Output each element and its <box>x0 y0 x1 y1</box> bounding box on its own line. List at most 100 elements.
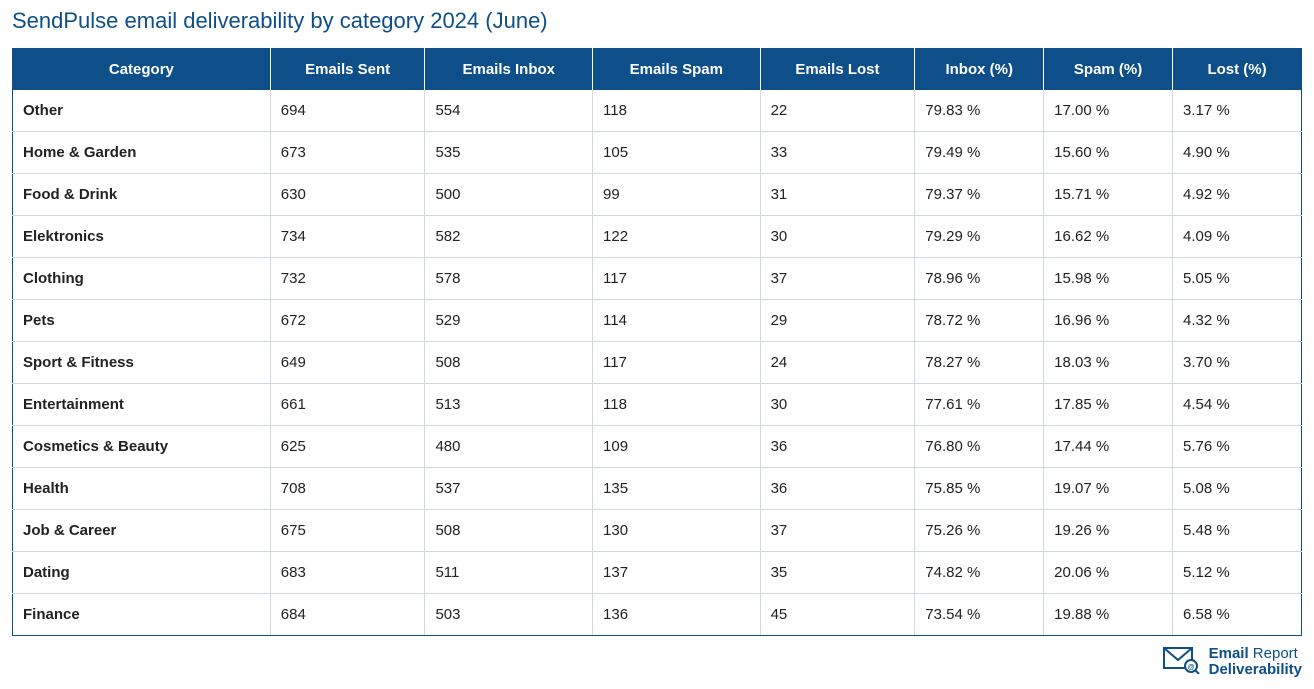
table-row: Food & Drink630500993179.37 %15.71 %4.92… <box>13 174 1302 216</box>
table-cell: 77.61 % <box>915 384 1044 426</box>
table-cell: 78.27 % <box>915 342 1044 384</box>
table-cell: 673 <box>270 132 425 174</box>
table-cell: 75.85 % <box>915 468 1044 510</box>
table-cell: 24 <box>760 342 915 384</box>
table-cell: 708 <box>270 468 425 510</box>
table-cell: 30 <box>760 216 915 258</box>
col-emails-lost: Emails Lost <box>760 49 915 91</box>
col-emails-sent: Emails Sent <box>270 49 425 91</box>
table-cell: 625 <box>270 426 425 468</box>
table-cell: 16.62 % <box>1044 216 1173 258</box>
table-cell: 17.00 % <box>1044 90 1173 132</box>
table-cell: 30 <box>760 384 915 426</box>
table-cell: 508 <box>425 510 593 552</box>
table-cell: 79.49 % <box>915 132 1044 174</box>
table-cell: 135 <box>593 468 761 510</box>
envelope-icon: @ <box>1163 644 1201 679</box>
table-cell: 16.96 % <box>1044 300 1173 342</box>
table-cell: 537 <box>425 468 593 510</box>
table-cell: Finance <box>13 594 271 636</box>
svg-text:@: @ <box>1187 664 1194 671</box>
table-cell: 19.26 % <box>1044 510 1173 552</box>
col-lost-pct: Lost (%) <box>1173 49 1302 91</box>
brand-logo: @ Email Report Deliverability <box>12 644 1302 679</box>
table-cell: Other <box>13 90 271 132</box>
table-cell: 20.06 % <box>1044 552 1173 594</box>
table-cell: 79.29 % <box>915 216 1044 258</box>
table-cell: Cosmetics & Beauty <box>13 426 271 468</box>
table-cell: 672 <box>270 300 425 342</box>
table-cell: 4.92 % <box>1173 174 1302 216</box>
col-inbox-pct: Inbox (%) <box>915 49 1044 91</box>
table-cell: 4.90 % <box>1173 132 1302 174</box>
table-cell: 114 <box>593 300 761 342</box>
table-cell: 79.37 % <box>915 174 1044 216</box>
table-cell: 45 <box>760 594 915 636</box>
table-cell: 19.88 % <box>1044 594 1173 636</box>
table-cell: Entertainment <box>13 384 271 426</box>
table-cell: 578 <box>425 258 593 300</box>
table-cell: Sport & Fitness <box>13 342 271 384</box>
table-row: Dating6835111373574.82 %20.06 %5.12 % <box>13 552 1302 594</box>
table-cell: 37 <box>760 258 915 300</box>
table-cell: Dating <box>13 552 271 594</box>
table-cell: 73.54 % <box>915 594 1044 636</box>
table-cell: 36 <box>760 426 915 468</box>
table-cell: 694 <box>270 90 425 132</box>
table-cell: 31 <box>760 174 915 216</box>
deliverability-table: Category Emails Sent Emails Inbox Emails… <box>12 48 1302 636</box>
table-cell: 4.32 % <box>1173 300 1302 342</box>
table-cell: 675 <box>270 510 425 552</box>
table-row: Other6945541182279.83 %17.00 %3.17 % <box>13 90 1302 132</box>
table-cell: Elektronics <box>13 216 271 258</box>
table-row: Entertainment6615131183077.61 %17.85 %4.… <box>13 384 1302 426</box>
table-row: Sport & Fitness6495081172478.27 %18.03 %… <box>13 342 1302 384</box>
col-spam-pct: Spam (%) <box>1044 49 1173 91</box>
table-cell: 35 <box>760 552 915 594</box>
table-cell: 33 <box>760 132 915 174</box>
table-cell: 29 <box>760 300 915 342</box>
table-cell: 6.58 % <box>1173 594 1302 636</box>
table-cell: 5.08 % <box>1173 468 1302 510</box>
table-cell: Pets <box>13 300 271 342</box>
table-cell: 118 <box>593 384 761 426</box>
table-cell: 5.76 % <box>1173 426 1302 468</box>
table-cell: 661 <box>270 384 425 426</box>
table-row: Cosmetics & Beauty6254801093676.80 %17.4… <box>13 426 1302 468</box>
table-cell: 554 <box>425 90 593 132</box>
table-cell: Clothing <box>13 258 271 300</box>
page-title: SendPulse email deliverability by catego… <box>12 8 1302 34</box>
table-cell: Food & Drink <box>13 174 271 216</box>
table-cell: 732 <box>270 258 425 300</box>
table-cell: 535 <box>425 132 593 174</box>
table-cell: 78.72 % <box>915 300 1044 342</box>
table-cell: 684 <box>270 594 425 636</box>
table-cell: Health <box>13 468 271 510</box>
table-cell: 130 <box>593 510 761 552</box>
col-category: Category <box>13 49 271 91</box>
table-cell: 480 <box>425 426 593 468</box>
table-cell: 36 <box>760 468 915 510</box>
table-cell: 529 <box>425 300 593 342</box>
table-cell: 4.09 % <box>1173 216 1302 258</box>
table-cell: Home & Garden <box>13 132 271 174</box>
table-cell: 76.80 % <box>915 426 1044 468</box>
table-row: Finance6845031364573.54 %19.88 %6.58 % <box>13 594 1302 636</box>
table-cell: 17.85 % <box>1044 384 1173 426</box>
table-row: Home & Garden6735351053379.49 %15.60 %4.… <box>13 132 1302 174</box>
table-cell: 649 <box>270 342 425 384</box>
table-cell: 19.07 % <box>1044 468 1173 510</box>
logo-line1a: Email <box>1209 645 1249 662</box>
col-emails-inbox: Emails Inbox <box>425 49 593 91</box>
table-cell: 508 <box>425 342 593 384</box>
table-cell: 503 <box>425 594 593 636</box>
table-row: Elektronics7345821223079.29 %16.62 %4.09… <box>13 216 1302 258</box>
table-cell: 118 <box>593 90 761 132</box>
table-cell: 74.82 % <box>915 552 1044 594</box>
table-row: Health7085371353675.85 %19.07 %5.08 % <box>13 468 1302 510</box>
table-cell: 22 <box>760 90 915 132</box>
table-cell: 75.26 % <box>915 510 1044 552</box>
table-cell: 15.60 % <box>1044 132 1173 174</box>
table-cell: 117 <box>593 342 761 384</box>
table-cell: 5.12 % <box>1173 552 1302 594</box>
